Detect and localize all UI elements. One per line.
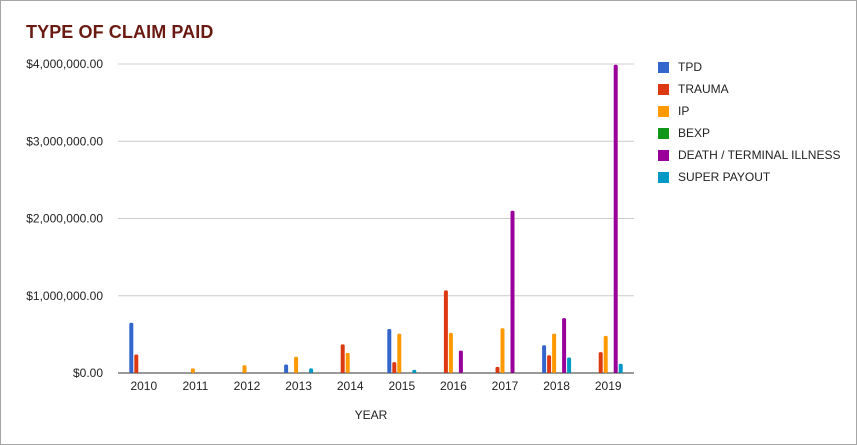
legend-swatch — [658, 105, 669, 117]
x-axis-title: YEAR — [355, 408, 388, 422]
bar-death-terminal-illness-2016 — [458, 350, 463, 373]
legend-swatch — [658, 127, 669, 139]
bar-tpd-2013 — [284, 364, 289, 373]
bar-trauma-2017 — [495, 366, 500, 373]
y-tick-label: $2,000,000.00 — [26, 212, 103, 226]
x-tick-label: 2010 — [130, 379, 157, 393]
bar-death-terminal-illness-2019 — [613, 64, 618, 374]
x-tick-label: 2017 — [492, 379, 519, 393]
x-tick-label: 2013 — [285, 379, 312, 393]
bar-super-payout-2019 — [618, 363, 623, 373]
legend-swatch — [658, 149, 669, 161]
legend-label: SUPER PAYOUT — [678, 170, 771, 184]
bar-ip-2018 — [552, 333, 557, 373]
x-tick-label: 2012 — [234, 379, 261, 393]
bar-trauma-2014 — [340, 344, 345, 373]
bar-ip-2017 — [500, 328, 505, 373]
bar-death-terminal-illness-2018 — [562, 318, 567, 373]
bar-tpd-2018 — [542, 345, 547, 373]
legend-item: SUPER PAYOUT — [658, 166, 841, 188]
legend-label: TRAUMA — [678, 82, 729, 96]
x-tick-label: 2015 — [388, 379, 415, 393]
bar-trauma-2015 — [392, 362, 397, 373]
bar-tpd-2010 — [129, 322, 134, 373]
bar-trauma-2010 — [134, 354, 139, 373]
x-tick-label: 2011 — [182, 379, 208, 393]
bar-death-terminal-illness-2017 — [510, 210, 515, 373]
legend-item: BEXP — [658, 122, 841, 144]
y-tick-label: $0.00 — [73, 366, 103, 380]
y-tick-label: $3,000,000.00 — [26, 134, 103, 148]
legend-item: DEATH / TERMINAL ILLNESS — [658, 144, 841, 166]
legend-swatch — [658, 61, 669, 73]
y-tick-label: $4,000,000.00 — [26, 57, 103, 71]
chart-legend: TPD TRAUMA IP BEXP DEATH / TERMINAL ILLNESS S… — [658, 56, 841, 188]
x-tick-label: 2018 — [543, 379, 570, 393]
bar-super-payout-2013 — [309, 368, 314, 373]
bar-ip-2015 — [397, 333, 402, 373]
x-tick-label: 2019 — [595, 379, 622, 393]
legend-swatch — [658, 83, 669, 95]
bar-ip-2013 — [294, 356, 299, 373]
bar-super-payout-2015 — [412, 369, 417, 373]
legend-label: BEXP — [678, 126, 711, 140]
legend-label: DEATH / TERMINAL ILLNESS — [678, 148, 841, 162]
chart-title: TYPE OF CLAIM PAID — [26, 22, 214, 42]
bar-tpd-2015 — [387, 328, 392, 373]
bar-trauma-2019 — [598, 352, 603, 373]
y-tick-label: $1,000,000.00 — [26, 289, 103, 303]
legend-label: IP — [678, 104, 690, 118]
legend-item: IP — [658, 100, 841, 122]
bar-ip-2012 — [242, 365, 247, 373]
legend-label: TPD — [678, 60, 702, 74]
bar-super-payout-2018 — [567, 357, 572, 373]
x-tick-label: 2016 — [440, 379, 467, 393]
bar-ip-2019 — [603, 335, 608, 373]
legend-item: TPD — [658, 56, 841, 78]
legend-swatch — [658, 171, 669, 183]
bar-trauma-2016 — [443, 290, 448, 373]
bar-ip-2011 — [190, 368, 195, 373]
x-tick-label: 2014 — [337, 379, 364, 393]
bar-trauma-2018 — [547, 355, 552, 373]
bar-ip-2014 — [345, 352, 350, 373]
legend-item: TRAUMA — [658, 78, 841, 100]
bar-ip-2016 — [448, 332, 453, 373]
